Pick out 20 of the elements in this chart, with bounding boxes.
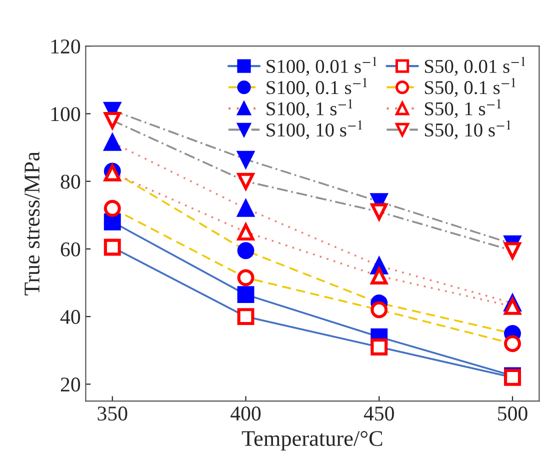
legend-label: S100, 10 s$^{−1}$ <box>266 120 362 140</box>
y-tick-label: 100 <box>51 107 80 122</box>
x-tick-label: 400 <box>230 406 261 421</box>
x-tick-label: 450 <box>364 406 394 421</box>
y-tick-label: 80 <box>60 174 80 189</box>
y-tick-label: 20 <box>60 378 80 392</box>
y-tick-label: 40 <box>60 310 80 324</box>
legend-label: S100, 1 s$^{−1}$ <box>266 99 352 118</box>
legend-label: S100, 0.1 s$^{−1}$ <box>266 78 367 97</box>
y-tick-label: 60 <box>60 242 80 256</box>
legend-label: S50, 0.01 s$^{−1}$ <box>424 56 526 76</box>
x-tick-label: 500 <box>498 406 528 421</box>
y-tick-label: 120 <box>51 39 80 54</box>
legend-label: S50, 1 s$^{−1}$ <box>424 99 501 118</box>
legend-label: S100, 0.01 s$^{−1}$ <box>266 56 377 76</box>
legend-label: S50, 10 s$^{−1}$ <box>424 120 511 140</box>
legend-label: S50, 0.1 s$^{−1}$ <box>424 78 516 97</box>
x-tick-label: 350 <box>98 406 128 421</box>
y-axis-title: True stress/MPa <box>24 152 40 296</box>
x-axis-title: Temperature/°C <box>242 431 382 451</box>
